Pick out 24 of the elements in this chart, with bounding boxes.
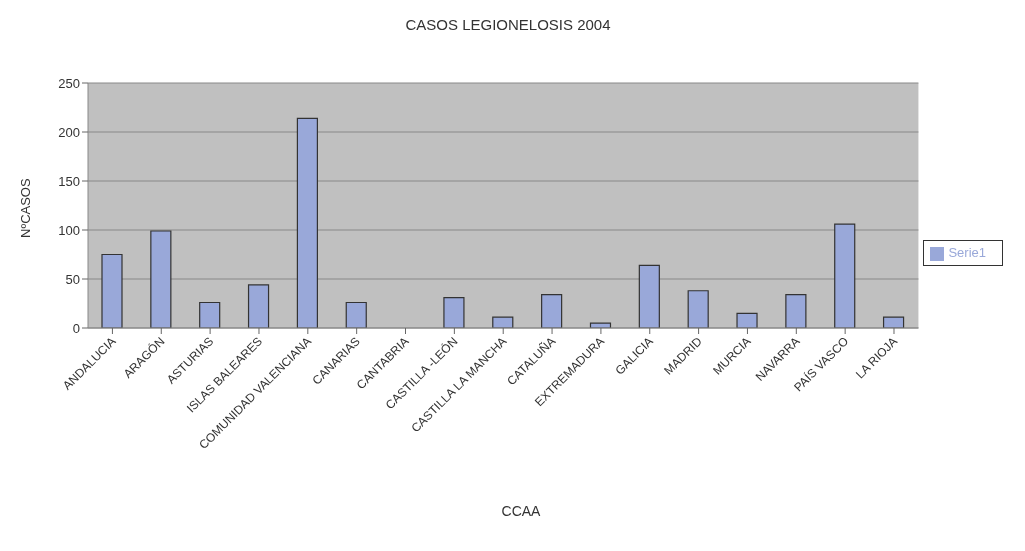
x-axis-title: CCAA bbox=[500, 503, 542, 519]
y-tick-label: 0 bbox=[72, 320, 80, 336]
legend-label: Serie1 bbox=[948, 245, 986, 261]
y-tick-label: 250 bbox=[58, 75, 80, 91]
bar bbox=[687, 290, 709, 328]
bar bbox=[150, 230, 172, 328]
bar bbox=[834, 223, 856, 328]
y-tick-label: 200 bbox=[58, 124, 80, 140]
y-axis-title: NºCASOS bbox=[18, 178, 33, 238]
bar bbox=[199, 301, 221, 328]
bar bbox=[589, 322, 612, 328]
y-tick-label: 100 bbox=[58, 222, 80, 238]
y-tick-label: 150 bbox=[58, 173, 80, 189]
bar bbox=[785, 294, 807, 328]
bar bbox=[443, 297, 465, 328]
y-tick-label: 50 bbox=[65, 271, 80, 287]
bar bbox=[101, 253, 123, 328]
chart-title: CASOS LEGIONELOSIS 2004 bbox=[404, 16, 612, 33]
bar bbox=[541, 294, 563, 328]
bar bbox=[345, 301, 367, 328]
bar bbox=[296, 117, 318, 328]
bar bbox=[638, 264, 660, 328]
bar bbox=[736, 312, 758, 328]
bar bbox=[247, 284, 270, 328]
